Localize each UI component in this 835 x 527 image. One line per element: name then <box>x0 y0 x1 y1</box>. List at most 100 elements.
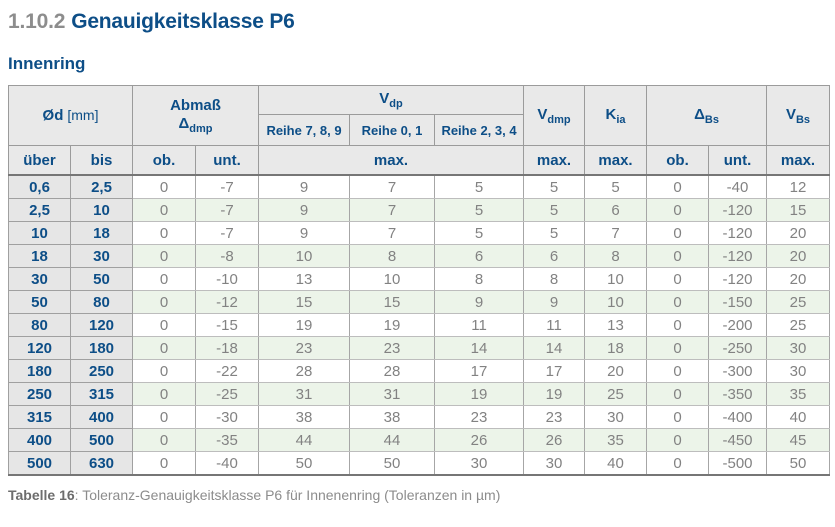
tolerance-value-cell: -120 <box>708 244 768 268</box>
subheader-dbs-unt: unt. <box>708 145 768 176</box>
size-range-cell: 630 <box>69 451 134 476</box>
tolerance-value-cell: 0 <box>132 267 197 291</box>
tolerance-value-cell: -40 <box>195 451 260 476</box>
tolerance-value-cell: 5 <box>584 174 648 199</box>
col-header-vdp: Vdp <box>258 85 525 115</box>
tolerance-value-cell: 0 <box>646 244 710 268</box>
tolerance-value-cell: 30 <box>434 451 525 476</box>
table-row: 30 50 0 -10 13 10 8 8 10 0 -120 20 <box>8 267 831 291</box>
tolerance-value-cell: 11 <box>523 313 586 337</box>
tolerance-value-cell: 9 <box>523 290 586 314</box>
tolerance-value-cell: 7 <box>349 198 436 222</box>
subheader-bis: bis <box>69 145 134 176</box>
tolerance-value-cell: -200 <box>708 313 768 337</box>
table-row: 400 500 0 -35 44 44 26 26 35 0 -450 45 <box>8 428 831 452</box>
tolerance-value-cell: 25 <box>766 313 831 337</box>
page-title: 1.10.2 Genauigkeitsklasse P6 <box>8 10 827 34</box>
table-caption: Tabelle 16: Toleranz-Genauigkeitsklasse … <box>8 487 827 503</box>
tolerance-value-cell: 35 <box>584 428 648 452</box>
tolerance-value-cell: -300 <box>708 359 768 383</box>
tolerance-value-cell: 17 <box>434 359 525 383</box>
tolerance-value-cell: 9 <box>258 198 351 222</box>
size-range-cell: 250 <box>69 359 134 383</box>
tolerance-value-cell: -120 <box>708 221 768 245</box>
tolerance-value-cell: 9 <box>434 290 525 314</box>
tolerance-value-cell: 23 <box>349 336 436 360</box>
tolerance-value-cell: 0 <box>646 221 710 245</box>
tolerance-value-cell: 0 <box>132 428 197 452</box>
subheader-vdp-max: max. <box>258 145 525 176</box>
tolerance-value-cell: -120 <box>708 198 768 222</box>
tolerance-value-cell: 19 <box>434 382 525 406</box>
tolerance-value-cell: -30 <box>195 405 260 429</box>
table-row: 18 30 0 -8 10 8 6 6 8 0 -120 20 <box>8 244 831 268</box>
table-row: 315 400 0 -30 38 38 23 23 30 0 -400 40 <box>8 405 831 429</box>
tolerance-value-cell: 50 <box>766 451 831 476</box>
tolerance-value-cell: 0 <box>646 313 710 337</box>
tolerance-value-cell: 30 <box>584 405 648 429</box>
col-header-reihe-789: Reihe 7, 8, 9 <box>258 114 351 146</box>
col-header-reihe-234: Reihe 2, 3, 4 <box>434 114 525 146</box>
size-range-cell: 315 <box>8 405 71 429</box>
section-title: Genauigkeitsklasse P6 <box>71 10 295 33</box>
table-header: Ød [mm] Abmaß Δdmp Vdp Vdmp Kia ΔBs VBs R… <box>7 85 831 176</box>
size-range-cell: 180 <box>69 336 134 360</box>
size-range-cell: 18 <box>8 244 71 268</box>
tolerance-value-cell: 8 <box>434 267 525 291</box>
tolerance-value-cell: 38 <box>258 405 351 429</box>
tolerance-value-cell: 26 <box>434 428 525 452</box>
tolerance-value-cell: 13 <box>258 267 351 291</box>
tolerance-value-cell: 0 <box>646 405 710 429</box>
tolerance-value-cell: 5 <box>523 221 586 245</box>
tolerance-value-cell: -350 <box>708 382 768 406</box>
size-range-cell: 80 <box>69 290 134 314</box>
col-header-kia: Kia <box>584 85 648 146</box>
tolerance-value-cell: 0 <box>132 290 197 314</box>
tolerance-value-cell: 40 <box>584 451 648 476</box>
tolerance-value-cell: 28 <box>349 359 436 383</box>
tolerance-value-cell: 40 <box>766 405 831 429</box>
diameter-unit: [mm] <box>67 107 99 123</box>
tolerance-value-cell: 10 <box>258 244 351 268</box>
table-row: 0,6 2,5 0 -7 9 7 5 5 5 0 -40 12 <box>8 174 831 199</box>
tolerance-value-cell: 19 <box>349 313 436 337</box>
table-row: 10 18 0 -7 9 7 5 5 7 0 -120 20 <box>8 221 831 245</box>
tolerance-table: Ød [mm] Abmaß Δdmp Vdp Vdmp Kia ΔBs VBs R… <box>7 85 831 476</box>
tolerance-value-cell: 20 <box>766 221 831 245</box>
tolerance-value-cell: 0 <box>132 244 197 268</box>
tolerance-value-cell: -25 <box>195 382 260 406</box>
size-range-cell: 10 <box>8 221 71 245</box>
tolerance-value-cell: 0 <box>646 290 710 314</box>
tolerance-value-cell: 5 <box>523 174 586 199</box>
tolerance-value-cell: -7 <box>195 174 260 199</box>
tolerance-value-cell: 0 <box>132 405 197 429</box>
col-header-delta-bs: ΔBs <box>646 85 768 146</box>
tolerance-value-cell: 0 <box>646 267 710 291</box>
col-header-abmass: Abmaß Δdmp <box>132 85 260 146</box>
tolerance-value-cell: 6 <box>584 198 648 222</box>
tolerance-value-cell: 8 <box>584 244 648 268</box>
tolerance-value-cell: 20 <box>766 267 831 291</box>
tolerance-value-cell: 0 <box>646 451 710 476</box>
tolerance-value-cell: 0 <box>646 428 710 452</box>
tolerance-value-cell: 0 <box>132 359 197 383</box>
section-number: 1.10.2 <box>8 10 66 33</box>
tolerance-value-cell: 10 <box>584 290 648 314</box>
tolerance-value-cell: 0 <box>132 336 197 360</box>
tolerance-value-cell: 12 <box>766 174 831 199</box>
size-range-cell: 400 <box>8 428 71 452</box>
subheader-dbs-ob: ob. <box>646 145 710 176</box>
tolerance-value-cell: 15 <box>349 290 436 314</box>
subheader-vdmp-max: max. <box>523 145 586 176</box>
col-header-reihe-01: Reihe 0, 1 <box>349 114 436 146</box>
size-range-cell: 250 <box>8 382 71 406</box>
size-range-cell: 50 <box>69 267 134 291</box>
tolerance-value-cell: 8 <box>523 267 586 291</box>
tolerance-value-cell: 0 <box>646 359 710 383</box>
tolerance-value-cell: -40 <box>708 174 768 199</box>
subheader-ob: ob. <box>132 145 197 176</box>
tolerance-value-cell: 13 <box>584 313 648 337</box>
size-range-cell: 400 <box>69 405 134 429</box>
tolerance-value-cell: -7 <box>195 198 260 222</box>
tolerance-value-cell: 25 <box>584 382 648 406</box>
